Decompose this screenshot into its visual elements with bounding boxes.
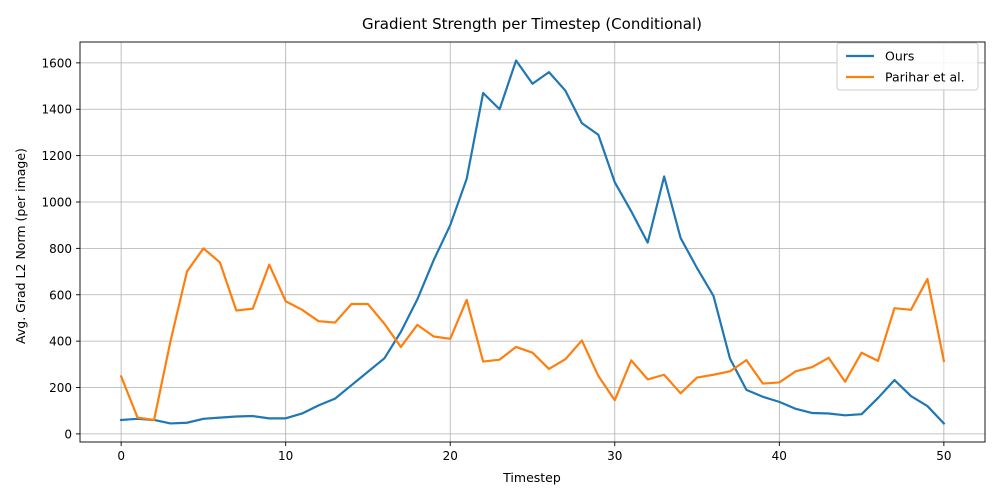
series-line-ours <box>119 59 946 426</box>
y-tick-label: 600 <box>49 288 72 302</box>
x-tick-label: 40 <box>772 449 787 463</box>
series-layer <box>119 59 946 426</box>
y-tick-label: 1200 <box>41 149 72 163</box>
x-tick-label: 0 <box>117 449 125 463</box>
y-axis-label: Avg. Grad L2 Norm (per image) <box>13 148 28 344</box>
y-tick-label: 0 <box>64 427 72 441</box>
y-tick-label: 400 <box>49 335 72 349</box>
x-tick-label: 20 <box>443 449 458 463</box>
y-tick-label: 200 <box>49 381 72 395</box>
legend: Ours Parihar et al. <box>836 42 979 91</box>
y-tick-label: 800 <box>49 242 72 256</box>
x-tick-label: 50 <box>936 449 951 463</box>
y-tick-label: 1600 <box>41 56 72 70</box>
x-tick-label: 30 <box>607 449 622 463</box>
chart-title: Gradient Strength per Timestep (Conditio… <box>362 15 702 33</box>
x-tick-label: 10 <box>278 449 293 463</box>
legend-box <box>836 42 979 91</box>
series-line-parihar <box>119 247 946 422</box>
x-axis-label: Timestep <box>502 470 561 485</box>
tick-layer: 0 10 20 30 40 50 0 200 400 600 800 1000 1200 1400 1600 <box>41 56 951 463</box>
legend-label: Parihar et al. <box>885 70 965 85</box>
y-tick-label: 1400 <box>41 103 72 117</box>
plot-frame <box>79 41 986 443</box>
legend-label: Ours <box>885 49 914 64</box>
y-tick-label: 1000 <box>41 196 72 210</box>
grid-layer <box>80 42 985 442</box>
